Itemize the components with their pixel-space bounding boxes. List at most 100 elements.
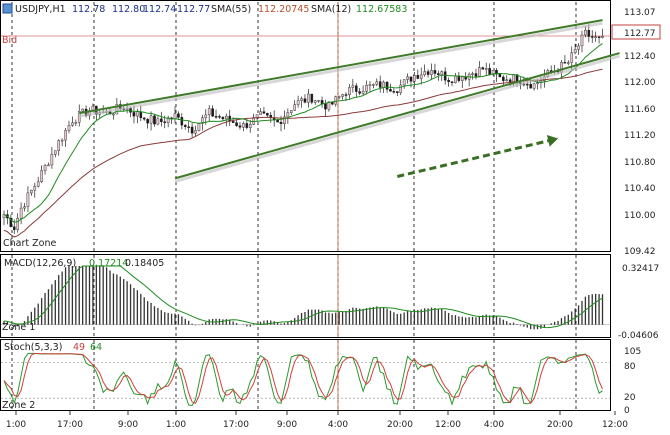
candle-body xyxy=(214,116,218,118)
x-axis-tick-label: 9:00 xyxy=(277,420,297,430)
stoch-main-line xyxy=(3,352,603,407)
candle-body xyxy=(187,126,190,128)
x-axis-tick-label: 12:00 xyxy=(602,420,628,430)
candle-body xyxy=(484,68,488,70)
candle-body xyxy=(372,84,375,86)
candle-body xyxy=(478,67,481,77)
candle-body xyxy=(286,112,290,118)
candle-body xyxy=(567,62,570,64)
candle-body xyxy=(132,112,136,117)
stoch-label: Stoch(5,3,3) xyxy=(4,342,62,353)
price-tick: 112.40 xyxy=(624,52,656,62)
x-axis-tick-label: 4:00 xyxy=(328,420,348,430)
candle-body xyxy=(163,121,167,124)
candle-body xyxy=(348,87,351,96)
candle-body xyxy=(279,121,283,124)
candle-body xyxy=(248,124,252,128)
candle-body xyxy=(375,81,379,85)
open-value: 112.78 xyxy=(72,4,105,15)
stoch-value-2: 64 xyxy=(90,342,102,353)
candle-body xyxy=(142,117,146,120)
candle-body xyxy=(382,81,385,88)
candle-body xyxy=(502,76,505,81)
stoch-tick: 20 xyxy=(624,393,636,403)
candle-body xyxy=(33,186,37,191)
candle-body xyxy=(525,83,529,86)
stoch-tick: 80 xyxy=(624,362,636,372)
zone1-label: Zone 1 xyxy=(2,322,35,333)
candle-body xyxy=(440,71,444,75)
candle-body xyxy=(242,123,245,128)
macd-layer xyxy=(1,265,610,330)
candle-body xyxy=(2,214,6,218)
trend-arrow-head xyxy=(546,134,559,147)
close-value: 112.77 xyxy=(177,4,210,15)
price-header: USDJPY,H1 112.78 112.80 112.74 112.77 SM… xyxy=(2,3,407,15)
candle-body xyxy=(23,206,26,209)
macd-signal-line xyxy=(3,265,603,329)
candle-body xyxy=(43,165,47,171)
candle-body xyxy=(166,117,170,124)
candle-body xyxy=(266,113,269,116)
candle-body xyxy=(112,113,115,116)
candle-body xyxy=(454,75,457,84)
candle-body xyxy=(207,108,211,116)
candle-body xyxy=(406,76,409,80)
candle-body xyxy=(30,189,33,194)
sma55-line xyxy=(3,68,603,238)
candle-body xyxy=(303,98,307,103)
candle-body xyxy=(160,118,163,122)
candle-body xyxy=(47,164,50,167)
candle-body xyxy=(201,117,204,124)
candle-body xyxy=(289,110,293,113)
candle-body xyxy=(293,104,297,111)
sma55-label: SMA(55) xyxy=(211,4,251,15)
candle-body xyxy=(12,226,16,230)
candle-body xyxy=(409,76,413,82)
macd-value-1: 0.17214 xyxy=(89,258,128,269)
candle-body xyxy=(26,192,30,207)
candle-body xyxy=(430,70,433,75)
sma12-label: SMA(12) xyxy=(311,4,351,15)
trend-arrow-shaft xyxy=(396,137,559,178)
candle-body xyxy=(64,130,67,141)
price-tick: 109.42 xyxy=(624,247,656,257)
candle-body xyxy=(505,79,509,82)
macd-value-2: 0.18405 xyxy=(125,258,164,269)
candle-body xyxy=(536,82,539,84)
price-tick: 111.60 xyxy=(624,105,656,115)
x-axis-tick-label: 1:00 xyxy=(166,420,186,430)
candle-body xyxy=(81,108,84,112)
channel-line-upper xyxy=(79,19,603,115)
candle-body xyxy=(419,74,423,79)
stoch-tick: 105 xyxy=(624,347,641,357)
candle-body xyxy=(262,111,266,114)
candle-body xyxy=(190,126,194,134)
price-tick: 113.07 xyxy=(624,8,656,18)
candle-body xyxy=(590,36,594,38)
candle-body xyxy=(344,94,348,96)
candle-body xyxy=(324,103,327,110)
candle-body xyxy=(450,81,454,84)
candle-body xyxy=(351,85,355,88)
candle-body xyxy=(307,93,310,103)
low-value: 112.74 xyxy=(143,4,176,15)
candle-body xyxy=(173,113,177,119)
candle-body xyxy=(584,29,587,36)
price-tick: 110.00 xyxy=(624,211,656,221)
candle-body xyxy=(334,96,338,105)
sma12-value: 112.67583 xyxy=(356,4,407,15)
channel-shadow xyxy=(174,54,621,183)
candle-body xyxy=(183,124,187,127)
candle-body xyxy=(488,68,491,75)
candle-body xyxy=(597,36,601,38)
candle-body xyxy=(259,111,262,115)
high-value: 112.80 xyxy=(112,4,145,15)
candle-body xyxy=(149,115,153,124)
candle-body xyxy=(313,100,317,103)
candle-body xyxy=(296,100,300,105)
candle-body xyxy=(156,118,160,125)
candle-body xyxy=(177,113,180,118)
bid-price-box xyxy=(611,24,661,40)
zone2-label: Zone 2 xyxy=(2,400,35,411)
